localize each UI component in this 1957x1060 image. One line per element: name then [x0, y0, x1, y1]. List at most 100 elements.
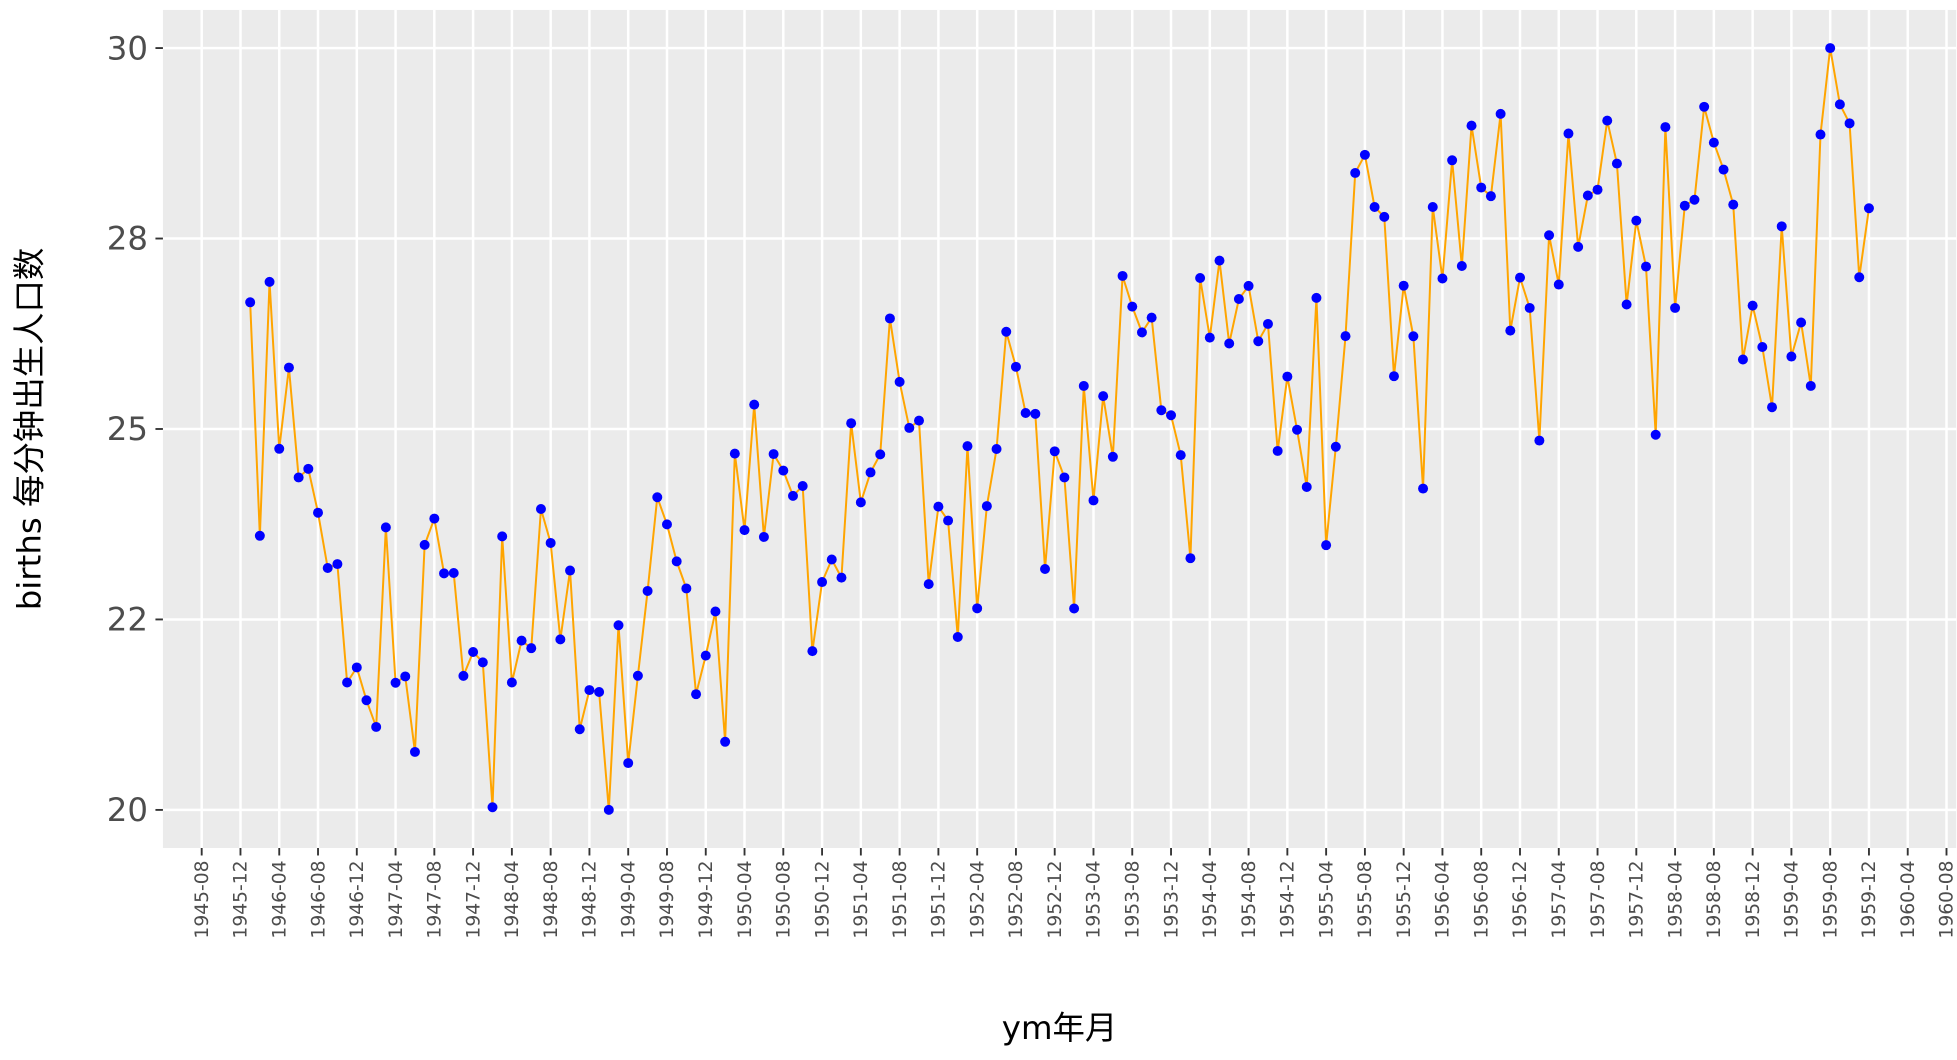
data-point — [778, 465, 789, 476]
data-point — [1001, 326, 1012, 337]
data-point — [254, 530, 265, 541]
data-point — [1388, 371, 1399, 382]
labels: 20 22 25 28 30 1945-08 1945-12 1946-04 1946-08 19… — [107, 29, 1957, 938]
data-point — [574, 724, 585, 735]
data-point — [613, 620, 624, 631]
data-point — [1815, 129, 1826, 140]
data-point — [642, 585, 653, 596]
data-point — [351, 662, 362, 673]
data-point — [1330, 441, 1341, 452]
data-point — [400, 671, 411, 682]
x-tick-label: 1950-08 — [774, 860, 795, 938]
data-point — [1805, 380, 1816, 391]
x-tick-label: 1950-12 — [812, 860, 833, 938]
data-point — [1253, 336, 1264, 347]
data-point — [1437, 273, 1448, 284]
data-point — [1447, 155, 1458, 166]
data-point — [1262, 318, 1273, 329]
data-point — [1534, 435, 1545, 446]
data-point — [1573, 241, 1584, 252]
data-point — [1282, 371, 1293, 382]
x-tick-label: 1947-04 — [386, 860, 407, 938]
data-point — [1728, 199, 1739, 210]
data-point — [1311, 292, 1322, 303]
x-tick-label: 1960-08 — [1937, 860, 1957, 938]
data-point — [526, 643, 537, 654]
data-point — [1175, 450, 1186, 461]
data-point — [1146, 312, 1157, 323]
data-point — [1670, 302, 1681, 313]
data-point — [720, 736, 731, 747]
data-point — [1340, 331, 1351, 342]
data-point — [1854, 272, 1865, 283]
x-tick-label: 1954-08 — [1239, 860, 1260, 938]
y-axis-title: births 每分钟出生人口数 — [11, 248, 49, 611]
data-point — [952, 631, 963, 642]
data-point — [681, 583, 692, 594]
data-point — [506, 677, 517, 688]
data-point — [371, 721, 382, 732]
data-point — [1243, 280, 1254, 291]
data-point — [1485, 191, 1496, 202]
x-tick-label: 1953-08 — [1122, 860, 1143, 938]
data-point — [943, 515, 954, 526]
data-point — [1767, 402, 1778, 413]
x-tick-label: 1956-04 — [1433, 860, 1454, 938]
data-point — [1350, 167, 1361, 178]
data-point — [1476, 182, 1487, 193]
data-point — [1418, 483, 1429, 494]
data-point — [1359, 149, 1370, 160]
data-point — [516, 635, 527, 646]
data-point — [661, 519, 672, 530]
data-point — [332, 559, 343, 570]
data-point — [972, 603, 983, 614]
data-point — [603, 804, 614, 815]
data-point — [303, 463, 314, 474]
data-point — [1844, 118, 1855, 129]
data-point — [245, 297, 256, 308]
data-point — [1379, 211, 1390, 222]
data-point — [739, 525, 750, 536]
x-axis-title: ym年月 — [1002, 1009, 1118, 1047]
data-point — [274, 443, 285, 454]
data-point — [1369, 201, 1380, 212]
data-point — [884, 313, 895, 324]
x-tick-label: 1947-12 — [463, 860, 484, 938]
x-tick-label: 1955-08 — [1355, 860, 1376, 938]
data-point — [923, 579, 934, 590]
data-point — [1641, 261, 1651, 272]
y-tick-label: 30 — [107, 29, 148, 67]
data-point — [807, 646, 818, 657]
data-point — [545, 537, 556, 548]
data-point — [1166, 410, 1177, 421]
data-point — [1456, 261, 1467, 272]
data-point — [264, 276, 275, 287]
x-tick-label: 1960-04 — [1898, 860, 1919, 938]
data-point — [497, 531, 508, 542]
data-point — [487, 802, 498, 813]
data-point — [797, 480, 808, 491]
data-point — [565, 565, 576, 576]
data-point — [1204, 332, 1215, 343]
data-point — [342, 677, 353, 688]
data-point — [1776, 221, 1787, 232]
x-tick-label: 1958-12 — [1743, 860, 1764, 938]
data-point — [1020, 408, 1031, 418]
data-point — [1040, 564, 1051, 575]
data-point — [846, 418, 857, 429]
data-point — [1747, 300, 1758, 311]
data-point — [1631, 215, 1642, 226]
data-point — [439, 568, 450, 579]
x-tick-label: 1945-08 — [192, 860, 213, 938]
x-tick-label: 1954-04 — [1200, 860, 1221, 938]
data-point — [1117, 270, 1128, 281]
data-point — [361, 695, 372, 706]
data-point — [691, 689, 702, 700]
data-point — [788, 490, 798, 501]
data-point — [914, 415, 924, 426]
x-tick-label: 1950-04 — [735, 860, 756, 938]
x-tick-label: 1951-04 — [851, 860, 872, 938]
data-point — [1156, 405, 1167, 416]
